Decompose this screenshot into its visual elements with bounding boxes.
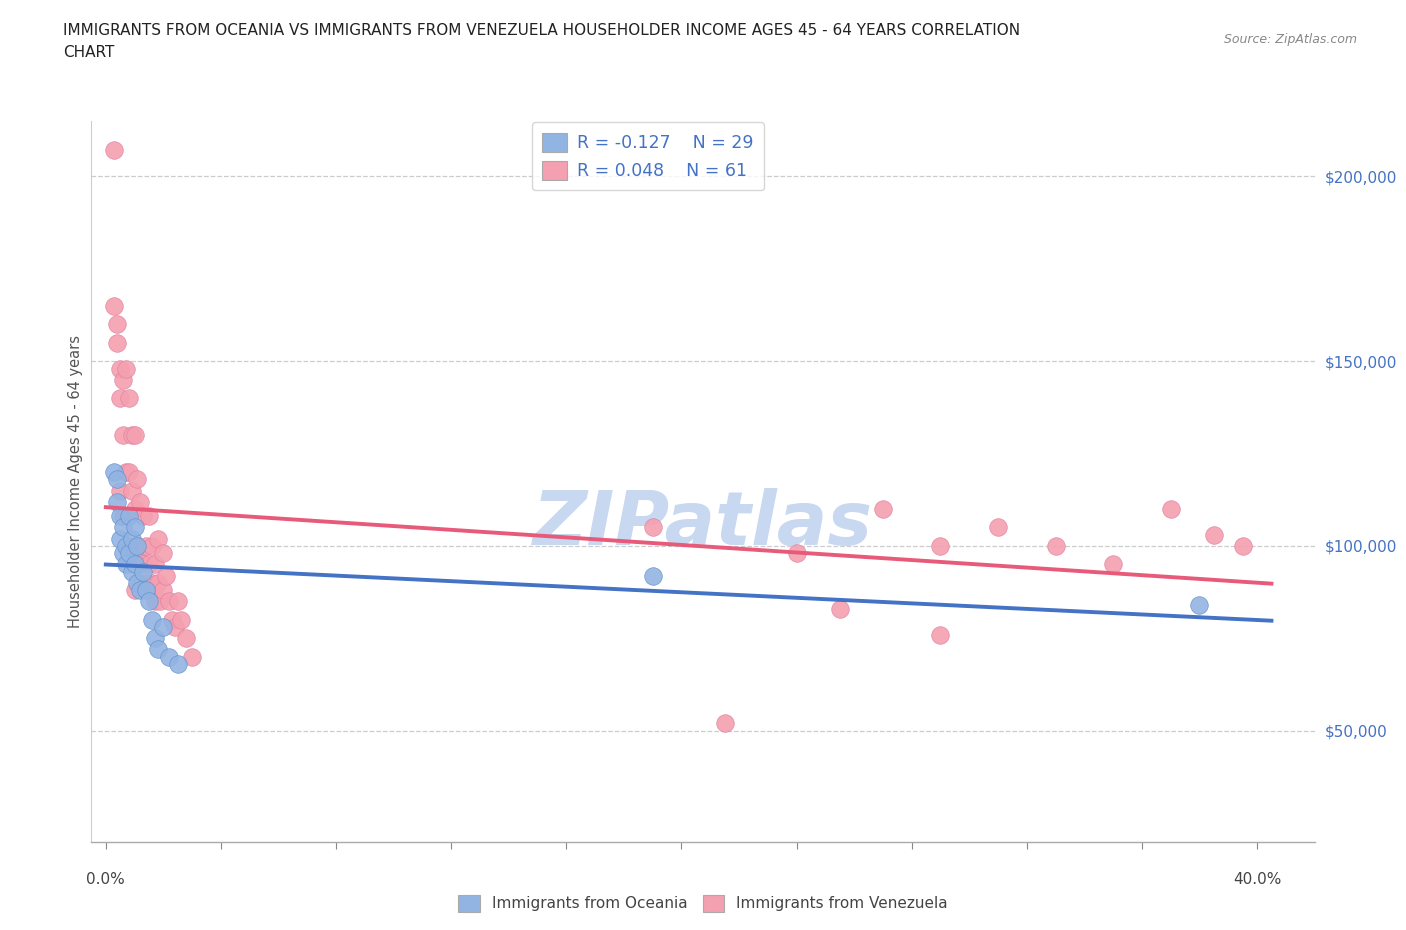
- Point: [129, 583, 152, 598]
- Text: ZIPatlas: ZIPatlas: [533, 488, 873, 561]
- Point: [105, 335, 128, 350]
- Point: [160, 613, 183, 628]
- Point: [112, 428, 135, 443]
- Point: [121, 531, 143, 546]
- Point: [141, 613, 163, 628]
- Point: [1188, 598, 1211, 613]
- Point: [124, 583, 146, 598]
- Point: [112, 546, 135, 561]
- Point: [828, 602, 851, 617]
- Text: CHART: CHART: [63, 45, 115, 60]
- Point: [103, 143, 125, 158]
- Point: [157, 649, 180, 664]
- Point: [641, 520, 664, 535]
- Point: [166, 657, 188, 671]
- Text: IMMIGRANTS FROM OCEANIA VS IMMIGRANTS FROM VENEZUELA HOUSEHOLDER INCOME AGES 45 : IMMIGRANTS FROM OCEANIA VS IMMIGRANTS FR…: [63, 23, 1021, 38]
- Y-axis label: Householder Income Ages 45 - 64 years: Householder Income Ages 45 - 64 years: [67, 335, 83, 628]
- Point: [108, 391, 131, 405]
- Point: [129, 553, 152, 568]
- Point: [143, 631, 166, 645]
- Point: [713, 716, 735, 731]
- Point: [112, 509, 135, 524]
- Point: [115, 361, 138, 376]
- Point: [146, 576, 169, 591]
- Point: [155, 568, 177, 583]
- Point: [163, 619, 186, 634]
- Point: [141, 538, 163, 553]
- Point: [105, 494, 128, 509]
- Point: [132, 565, 155, 579]
- Point: [108, 361, 131, 376]
- Point: [127, 538, 149, 553]
- Point: [103, 465, 125, 480]
- Point: [143, 594, 166, 609]
- Point: [115, 557, 138, 572]
- Legend: Immigrants from Oceania, Immigrants from Venezuela: Immigrants from Oceania, Immigrants from…: [451, 889, 955, 918]
- Point: [157, 594, 180, 609]
- Point: [176, 631, 198, 645]
- Point: [118, 391, 141, 405]
- Point: [118, 546, 141, 561]
- Point: [108, 509, 131, 524]
- Point: [124, 501, 146, 516]
- Point: [149, 594, 172, 609]
- Point: [121, 428, 143, 443]
- Point: [1102, 557, 1125, 572]
- Point: [115, 465, 138, 480]
- Text: 0.0%: 0.0%: [86, 872, 125, 887]
- Point: [146, 642, 169, 657]
- Point: [108, 531, 131, 546]
- Point: [1202, 527, 1225, 542]
- Point: [127, 538, 149, 553]
- Point: [112, 520, 135, 535]
- Point: [121, 538, 143, 553]
- Point: [786, 546, 808, 561]
- Point: [929, 627, 952, 642]
- Point: [181, 649, 204, 664]
- Point: [141, 576, 163, 591]
- Point: [129, 494, 152, 509]
- Text: Source: ZipAtlas.com: Source: ZipAtlas.com: [1223, 33, 1357, 46]
- Legend: R = -0.127    N = 29, R = 0.048    N = 61: R = -0.127 N = 29, R = 0.048 N = 61: [531, 123, 763, 191]
- Point: [1232, 538, 1254, 553]
- Point: [124, 546, 146, 561]
- Point: [146, 531, 169, 546]
- Point: [108, 483, 131, 498]
- Point: [124, 557, 146, 572]
- Point: [1160, 501, 1182, 516]
- Point: [135, 583, 157, 598]
- Point: [132, 557, 155, 572]
- Point: [143, 557, 166, 572]
- Point: [987, 520, 1010, 535]
- Text: 40.0%: 40.0%: [1233, 872, 1281, 887]
- Point: [105, 317, 128, 332]
- Point: [152, 546, 174, 561]
- Point: [115, 538, 138, 553]
- Point: [138, 509, 160, 524]
- Point: [124, 428, 146, 443]
- Point: [105, 472, 128, 487]
- Point: [103, 299, 125, 313]
- Point: [872, 501, 894, 516]
- Point: [641, 568, 664, 583]
- Point: [121, 483, 143, 498]
- Point: [121, 565, 143, 579]
- Point: [124, 520, 146, 535]
- Point: [112, 372, 135, 387]
- Point: [135, 538, 157, 553]
- Point: [132, 509, 155, 524]
- Point: [152, 619, 174, 634]
- Point: [169, 613, 191, 628]
- Point: [118, 509, 141, 524]
- Point: [118, 465, 141, 480]
- Point: [138, 557, 160, 572]
- Point: [138, 594, 160, 609]
- Point: [127, 576, 149, 591]
- Point: [152, 583, 174, 598]
- Point: [127, 472, 149, 487]
- Point: [135, 576, 157, 591]
- Point: [1045, 538, 1067, 553]
- Point: [929, 538, 952, 553]
- Point: [166, 594, 188, 609]
